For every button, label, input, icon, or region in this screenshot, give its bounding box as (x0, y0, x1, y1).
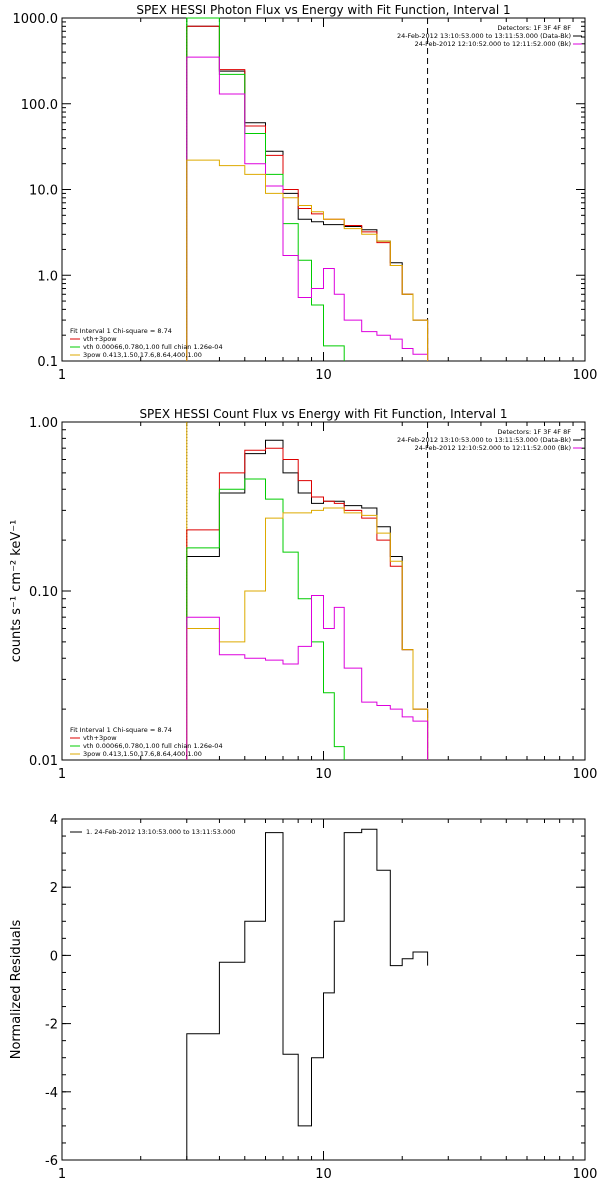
chart-title: SPEX HESSI Count Flux vs Energy with Fit… (139, 407, 507, 421)
x-tick-label: 100 (573, 368, 598, 383)
plot-frame (61, 818, 586, 1161)
info-text: 24-Feb-2012 13:10:53.000 to 13:11:53.000… (397, 436, 571, 444)
series-line-1 (186, 828, 429, 1160)
info-text: Detectors: 1F 3F 4F 8F (497, 428, 571, 436)
y-tick-label: 4 (50, 813, 58, 828)
x-tick-label: 10 (315, 767, 332, 782)
y-tick-label: -2 (45, 1018, 58, 1033)
series-line-3 (186, 478, 345, 760)
y-tick-label: 0.10 (29, 585, 58, 600)
legend-label: vth+3pow (83, 734, 117, 742)
plot-panel-1: SPEX HESSI Photon Flux vs Energy with Fi… (13, 3, 598, 383)
x-tick-label: 1 (58, 1167, 66, 1182)
y-tick-label: 2 (50, 881, 58, 896)
series-line-4 (186, 507, 429, 760)
series-line-1 (186, 439, 429, 760)
series-line-2 (186, 25, 429, 361)
x-tick-label: 10 (315, 368, 332, 383)
info-text: 24-Feb-2012 13:10:53.000 to 13:11:53.000… (397, 32, 571, 40)
series-line-5 (186, 159, 429, 361)
y-axis-label: Normalized Residuals (9, 920, 24, 1060)
legend-label: 3pow 0.413,1.50,17.6,8.64,400,1.00 (83, 750, 202, 758)
y-tick-label: 1.0 (37, 269, 58, 284)
y-tick-label: 0.01 (29, 754, 58, 769)
y-tick-label: 10.0 (29, 184, 58, 199)
legend-header: Fit Interval 1 Chi-square = 8.74 (70, 327, 172, 335)
plot-panel-3: Normalized Residuals 1 10 100 -6 -4 -2 0 2 4 1. 24… (9, 813, 597, 1182)
legend-label: vth+3pow (83, 335, 117, 343)
y-tick-label: 1.00 (29, 416, 58, 431)
series-line-5 (186, 595, 429, 760)
y-tick-label: 0.1 (37, 355, 58, 370)
x-tick-label: 100 (573, 1167, 598, 1182)
series-line-4 (186, 56, 429, 361)
x-tick-label: 1 (58, 368, 66, 383)
y-tick-label: 0 (50, 949, 58, 964)
series-line-1 (186, 25, 429, 361)
y-tick-label: -6 (45, 1154, 58, 1169)
plot-panel-2: SPEX HESSI Count Flux vs Energy with Fit… (9, 407, 597, 782)
x-tick-label: 10 (315, 1167, 332, 1182)
chart-title: SPEX HESSI Photon Flux vs Energy with Fi… (136, 3, 510, 17)
legend-label: 3pow 0.413,1.50,17.6,8.64,400,1.00 (83, 351, 202, 359)
legend-label: vth 0.00066,0.780,1.00 full chian 1.26e-… (83, 742, 223, 750)
y-axis-label: counts s⁻¹ cm⁻² keV⁻¹ (9, 520, 24, 663)
info-text: Detectors: 1F 3F 4F 8F (497, 24, 571, 32)
legend-label: 1. 24-Feb-2012 13:10:53.000 to 13:11:53.… (86, 828, 235, 836)
series-line-2 (186, 447, 429, 760)
legend-label: vth 0.00066,0.780,1.00 full chian 1.26e-… (83, 343, 223, 351)
legend-header: Fit Interval 1 Chi-square = 8.74 (70, 726, 172, 734)
y-tick-label: 100.0 (21, 98, 58, 113)
y-tick-label: 1000.0 (13, 12, 59, 27)
info-text: 24-Feb-2012 12:10:52.000 to 12:11:52.000… (415, 40, 571, 48)
plot-frame (61, 421, 586, 761)
x-tick-label: 100 (573, 767, 598, 782)
x-tick-label: 1 (58, 767, 66, 782)
y-tick-label: -4 (45, 1086, 58, 1101)
info-text: 24-Feb-2012 12:10:52.000 to 12:11:52.000… (415, 444, 571, 452)
